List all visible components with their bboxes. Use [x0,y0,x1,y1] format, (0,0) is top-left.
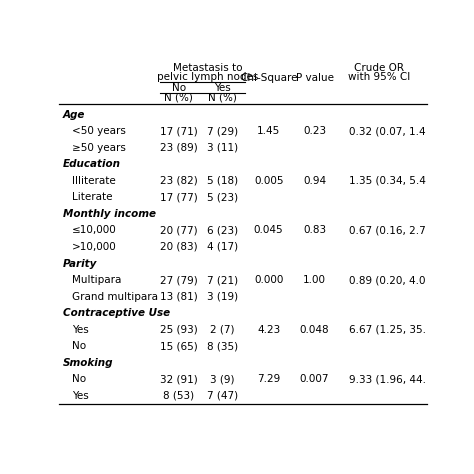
Text: <50 years: <50 years [72,126,126,136]
Text: 20 (83): 20 (83) [160,242,198,252]
Text: 32 (91): 32 (91) [160,374,198,384]
Text: 17 (77): 17 (77) [160,192,198,202]
Text: 7 (47): 7 (47) [207,391,238,401]
Text: 0.32 (0.07, 1.4: 0.32 (0.07, 1.4 [349,126,426,136]
Text: Yes: Yes [214,83,231,93]
Text: 7 (29): 7 (29) [207,126,238,136]
Text: 4 (17): 4 (17) [207,242,238,252]
Text: 25 (93): 25 (93) [160,325,198,335]
Text: Parity: Parity [63,258,97,269]
Text: 20 (77): 20 (77) [160,226,198,236]
Text: 6 (23): 6 (23) [207,226,238,236]
Text: N (%): N (%) [208,93,237,103]
Text: No: No [172,83,186,93]
Text: Crude OR: Crude OR [354,63,404,73]
Text: 6.67 (1.25, 35.: 6.67 (1.25, 35. [349,325,427,335]
Text: with 95% CI: with 95% CI [348,72,410,82]
Text: 1.35 (0.34, 5.4: 1.35 (0.34, 5.4 [349,176,426,186]
Text: No: No [72,374,86,384]
Text: 1.45: 1.45 [257,126,280,136]
Text: 9.33 (1.96, 44.: 9.33 (1.96, 44. [349,374,427,384]
Text: 0.007: 0.007 [300,374,329,384]
Text: Chi-Square: Chi-Square [240,73,297,83]
Text: 5 (18): 5 (18) [207,176,238,186]
Text: 4.23: 4.23 [257,325,280,335]
Text: Age: Age [63,109,85,119]
Text: Yes: Yes [72,325,89,335]
Text: Monthly income: Monthly income [63,209,156,219]
Text: P value: P value [296,73,334,83]
Text: 17 (71): 17 (71) [160,126,198,136]
Text: Contraceptive Use: Contraceptive Use [63,308,170,318]
Text: ≥50 years: ≥50 years [72,143,126,153]
Text: >10,000: >10,000 [72,242,117,252]
Text: Grand multipara: Grand multipara [72,292,158,301]
Text: Education: Education [63,159,121,169]
Text: 0.045: 0.045 [254,226,283,236]
Text: Smoking: Smoking [63,358,113,368]
Text: 0.94: 0.94 [303,176,326,186]
Text: 0.23: 0.23 [303,126,326,136]
Text: Literate: Literate [72,192,113,202]
Text: 27 (79): 27 (79) [160,275,198,285]
Text: pelvic lymph nodes: pelvic lymph nodes [157,72,259,82]
Text: 0.000: 0.000 [254,275,283,285]
Text: 23 (89): 23 (89) [160,143,198,153]
Text: Metastasis to: Metastasis to [173,63,243,73]
Text: 15 (65): 15 (65) [160,341,198,351]
Text: Multipara: Multipara [72,275,121,285]
Text: 5 (23): 5 (23) [207,192,238,202]
Text: 7 (21): 7 (21) [207,275,238,285]
Text: 0.048: 0.048 [300,325,329,335]
Text: 0.005: 0.005 [254,176,283,186]
Text: 3 (9): 3 (9) [210,374,235,384]
Text: 8 (53): 8 (53) [163,391,194,401]
Text: 0.89 (0.20, 4.0: 0.89 (0.20, 4.0 [349,275,426,285]
Text: 0.83: 0.83 [303,226,326,236]
Text: 8 (35): 8 (35) [207,341,238,351]
Text: Yes: Yes [72,391,89,401]
Text: 23 (82): 23 (82) [160,176,198,186]
Text: 2 (7): 2 (7) [210,325,235,335]
Text: ≤10,000: ≤10,000 [72,226,117,236]
Text: 1.00: 1.00 [303,275,326,285]
Text: 13 (81): 13 (81) [160,292,198,301]
Text: 7.29: 7.29 [257,374,280,384]
Text: 3 (19): 3 (19) [207,292,238,301]
Text: No: No [72,341,86,351]
Text: Illiterate: Illiterate [72,176,116,186]
Text: 3 (11): 3 (11) [207,143,238,153]
Text: N (%): N (%) [164,93,193,103]
Text: 0.67 (0.16, 2.7: 0.67 (0.16, 2.7 [349,226,426,236]
